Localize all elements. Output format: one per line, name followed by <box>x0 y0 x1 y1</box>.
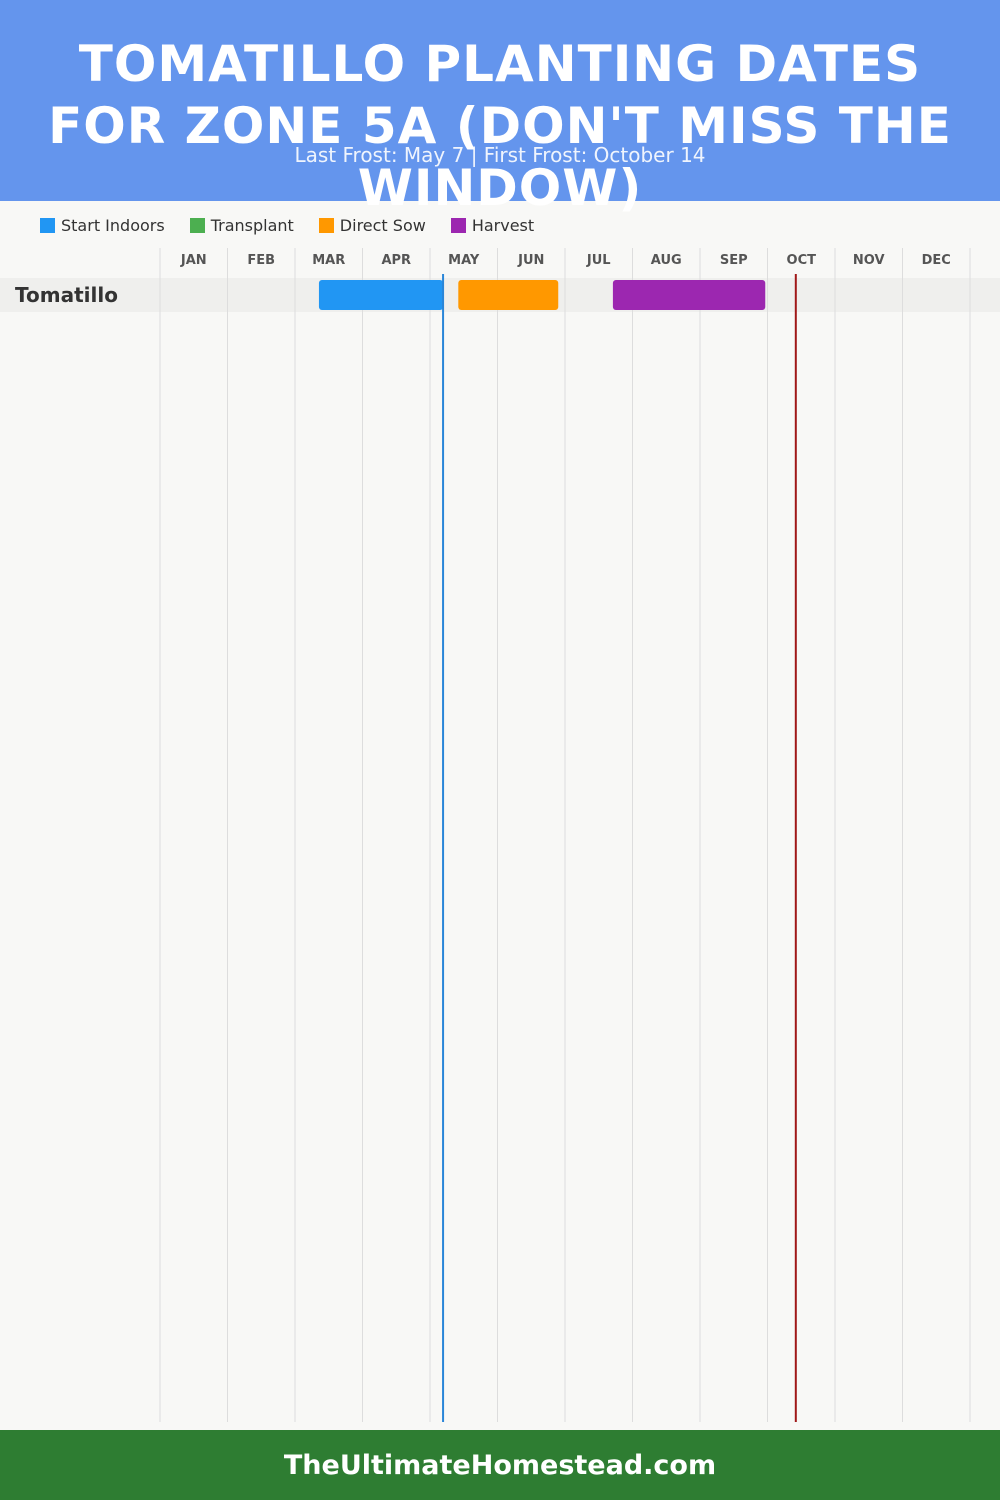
frost-dates-subtitle: Last Frost: May 7 | First Frost: October… <box>294 143 706 167</box>
month-label: SEP <box>720 253 748 268</box>
month-label: APR <box>381 253 411 268</box>
legend-item-start-indoors: Start Indoors <box>40 216 165 235</box>
month-label: JAN <box>180 253 207 268</box>
legend-item-harvest: Harvest <box>450 215 535 235</box>
month-label: MAR <box>312 253 345 268</box>
legend-label: Direct Sow <box>339 215 426 235</box>
month-label: NOV <box>853 253 885 268</box>
planting-calendar-chart: JAN FEB MAR APR MAY JUN JUL AUG SEP OCT NOV DEC Toma… <box>0 248 1000 1422</box>
legend-swatch-harvest <box>450 217 466 233</box>
legend-swatch-direct-sow <box>318 217 334 233</box>
month-label: DEC <box>922 253 951 268</box>
legend-item-transplant: Transplant <box>189 215 294 235</box>
legend-item-direct-sow: Direct Sow <box>318 215 426 235</box>
month-label: AUG <box>651 253 682 268</box>
bar-start-indoors <box>318 280 444 310</box>
month-label: JUL <box>586 253 611 268</box>
legend-label: Transplant <box>210 215 294 235</box>
legend-swatch-transplant <box>189 217 205 233</box>
bar-harvest <box>612 280 766 310</box>
month-label: MAY <box>448 253 480 268</box>
legend-label: Harvest <box>471 215 535 235</box>
legend-label: Start Indoors <box>61 215 165 235</box>
footer-website[interactable]: TheUltimateHomestead.com <box>283 1449 717 1481</box>
legend: Start Indoors Transplant Direct Sow Harv… <box>40 214 559 236</box>
month-label: OCT <box>787 253 817 268</box>
page-title: TOMATILLO PLANTING DATES FOR ZONE 5A (DO… <box>48 35 952 217</box>
bar-direct-sow <box>458 280 559 310</box>
legend-swatch-start-indoors <box>40 217 55 233</box>
row-label: Tomatillo <box>15 283 118 307</box>
month-label: FEB <box>247 253 275 268</box>
header-banner: TOMATILLO PLANTING DATES FOR ZONE 5A (DO… <box>0 0 1000 217</box>
footer-banner: TheUltimateHomestead.com <box>0 1430 1000 1500</box>
month-label: JUN <box>517 253 544 268</box>
